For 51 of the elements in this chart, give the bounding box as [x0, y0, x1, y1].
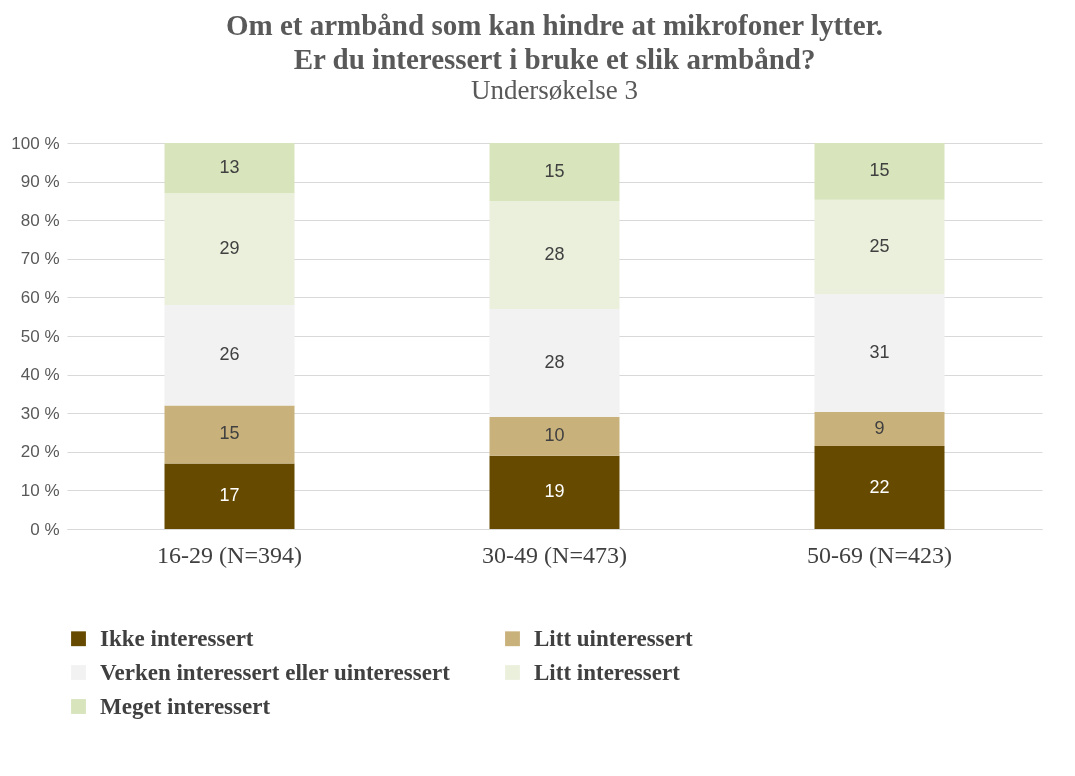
y-tick-label: 10 % [20, 480, 60, 500]
y-tick-label: 70 % [20, 249, 60, 269]
y-tick-label: 30 % [20, 403, 60, 423]
bar [164, 193, 295, 306]
y-tick-label: 0 % [30, 519, 60, 539]
data-label: 13 [219, 157, 240, 178]
data-label: 15 [219, 423, 240, 444]
data-label: 9 [874, 418, 885, 439]
y-tick-label: 50 % [20, 326, 60, 346]
chart-title: Om et armbånd som kan hindre at mikrofoner lytter. Er du interessert i bruke et slik armbånd? [225, 9, 884, 75]
bar [814, 446, 945, 529]
bar [164, 405, 295, 464]
data-label: 10 [544, 425, 565, 446]
legend-label: Ikke interessert [100, 625, 254, 651]
bar [489, 455, 620, 529]
legend-label: Litt uinteressert [534, 625, 693, 651]
y-tick-label: 80 % [20, 210, 60, 230]
bar [814, 412, 945, 447]
data-label: 19 [544, 481, 565, 502]
bar [164, 143, 295, 194]
bar [814, 143, 945, 200]
legend-label: Litt interessert [534, 659, 681, 685]
bar [814, 294, 945, 413]
bar [164, 463, 295, 529]
bar [164, 305, 295, 406]
data-label: 15 [544, 160, 565, 181]
y-tick-label: 100 % [11, 133, 60, 153]
legend-label: Meget interessert [100, 693, 271, 719]
bar [489, 308, 620, 418]
data-label: 28 [544, 352, 565, 373]
y-tick-label: 20 % [20, 442, 60, 462]
legend-label: Verken interessert eller uinteressert [100, 659, 451, 685]
bar [489, 417, 620, 456]
data-label: 28 [544, 243, 565, 264]
y-tick-label: 90 % [20, 172, 60, 192]
x-tick-label: 50-69 (N=423) [807, 541, 952, 568]
x-tick-label: 16-29 (N=394) [157, 541, 302, 568]
data-label: 17 [219, 485, 240, 506]
data-label: 15 [869, 160, 890, 181]
y-tick-label: 60 % [20, 287, 60, 307]
bar [489, 200, 620, 309]
x-tick-label: 30-49 (N=473) [482, 541, 627, 568]
data-label: 25 [869, 236, 890, 257]
bar [489, 143, 620, 201]
data-label: 26 [219, 344, 240, 365]
data-label: 31 [869, 342, 890, 363]
chart-subtitle: Undersøkelse 3 [470, 75, 639, 105]
y-tick-label: 40 % [20, 365, 60, 385]
data-label: 29 [219, 238, 240, 259]
data-label: 22 [869, 476, 890, 497]
bar [814, 199, 945, 295]
